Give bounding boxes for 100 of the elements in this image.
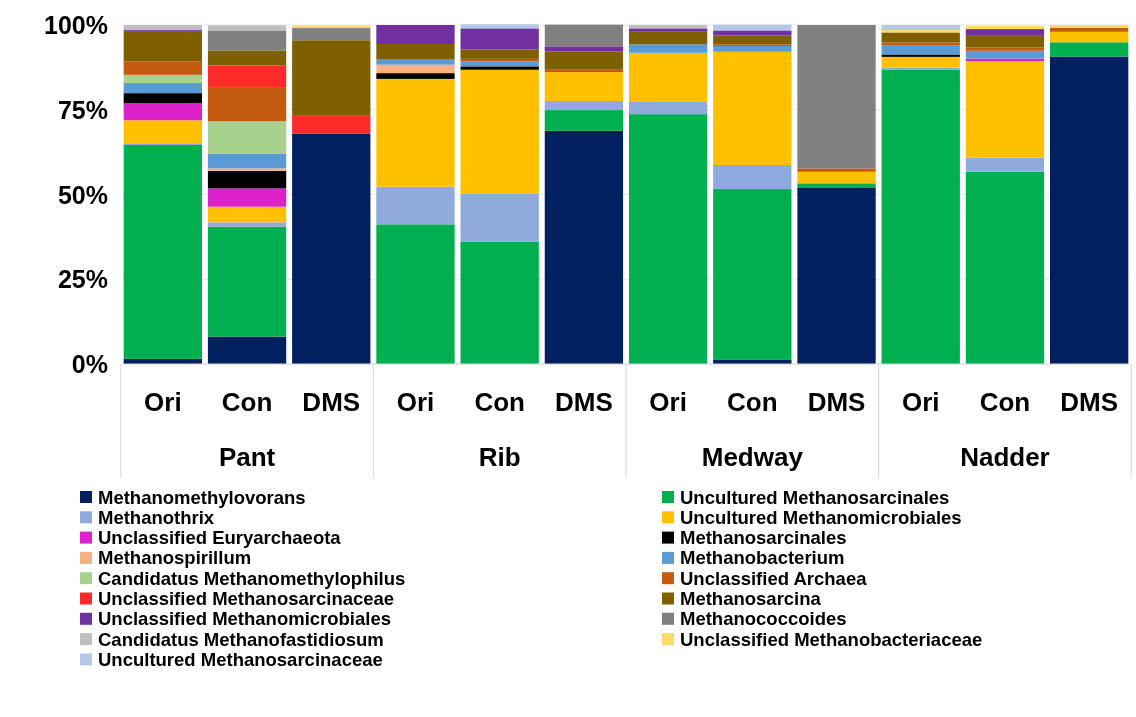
x-tick-label: Con <box>979 387 1031 417</box>
bar <box>123 82 202 94</box>
bar <box>207 30 287 51</box>
bar <box>965 61 1045 158</box>
bar <box>376 59 455 65</box>
x-tick-label: Ori <box>396 387 435 417</box>
bar <box>1050 42 1129 57</box>
legend-label: Unclassified Methanosarcinaceae <box>98 588 395 609</box>
legend-label: Uncultured Methanosarcinales <box>680 486 950 508</box>
bar <box>207 226 287 337</box>
bar <box>460 28 539 50</box>
bar <box>713 165 792 190</box>
bar <box>965 171 1045 364</box>
bar <box>544 51 624 70</box>
bar <box>797 187 876 364</box>
bar <box>797 25 876 169</box>
bar <box>713 51 792 166</box>
bar <box>292 28 371 41</box>
bar <box>881 54 960 57</box>
legend-label: Uncultured Methanosarcinaceae <box>98 648 383 670</box>
bar <box>628 101 708 115</box>
bar <box>123 120 202 144</box>
bar <box>207 121 287 154</box>
bar <box>881 69 960 364</box>
bar <box>628 114 708 364</box>
bar <box>544 24 624 47</box>
legend-label: Methanospirillum <box>98 547 252 569</box>
bar <box>460 61 539 67</box>
bar <box>965 157 1045 172</box>
bar <box>713 46 792 52</box>
bar <box>881 25 960 31</box>
bar <box>881 32 960 43</box>
bar <box>376 78 455 187</box>
legend-label: Uncultured Methanomicrobiales <box>680 506 962 528</box>
bar <box>881 56 960 68</box>
bar <box>123 61 202 75</box>
bar <box>123 25 202 31</box>
bar <box>965 35 1045 48</box>
bar <box>460 69 539 194</box>
bar <box>207 222 287 227</box>
y-tick-label: 50% <box>57 180 108 209</box>
text: Rib <box>478 442 521 472</box>
bar <box>207 87 287 122</box>
bar <box>797 168 876 172</box>
bar <box>207 336 287 364</box>
bar <box>207 168 287 171</box>
legend-label: Unclassified Archaea <box>680 567 868 589</box>
bar <box>207 153 287 169</box>
bar <box>123 145 202 359</box>
x-tick-label: DMS <box>302 387 361 417</box>
bar <box>292 115 371 134</box>
bar <box>628 31 708 45</box>
bar <box>376 43 455 60</box>
legend-label: Methanosarcinales <box>680 527 847 549</box>
legend-label: Unclassified Euryarchaeota <box>98 527 342 549</box>
bar <box>207 50 287 66</box>
x-tick-label: Ori <box>901 387 940 417</box>
x-tick-label: Con <box>727 387 778 417</box>
bar <box>544 46 624 52</box>
bar <box>123 103 202 121</box>
text: Medway <box>701 442 804 472</box>
bar <box>797 183 876 188</box>
bar <box>207 206 287 223</box>
bar <box>544 130 624 364</box>
bar <box>460 66 539 70</box>
x-tick-label: DMS <box>807 387 866 417</box>
text: Nadder <box>960 442 1050 472</box>
bar <box>544 100 624 111</box>
legend-label: Methanobacterium <box>680 547 845 569</box>
x-tick-label: Ori <box>144 387 182 417</box>
bar <box>965 47 1045 51</box>
legend-label: Methanothrix <box>98 506 215 528</box>
bar <box>965 50 1045 59</box>
bar <box>1050 25 1129 28</box>
bar <box>460 193 539 242</box>
bar <box>460 241 539 364</box>
bar <box>965 29 1045 36</box>
x-tick-label: DMS <box>555 387 613 417</box>
y-tick-label: 25% <box>57 265 108 294</box>
bar <box>376 186 455 225</box>
bar <box>292 40 371 116</box>
text: Pant <box>218 442 276 472</box>
bar <box>713 30 792 36</box>
bar <box>1050 31 1129 43</box>
bar <box>123 74 202 83</box>
bar <box>460 24 539 29</box>
bar <box>1050 27 1129 32</box>
bar <box>207 65 287 88</box>
bar <box>292 133 371 364</box>
bar <box>376 73 455 79</box>
y-tick-label: 75% <box>57 95 108 124</box>
bar <box>376 64 455 74</box>
bar <box>1050 56 1129 364</box>
x-tick-label: Ori <box>649 387 687 417</box>
legend-label: Methanomethylovorans <box>98 486 306 508</box>
bar <box>207 170 287 189</box>
legend-label: Candidatus Methanofastidiosum <box>98 628 384 650</box>
bar <box>628 52 708 102</box>
legend-label: Unclassified Methanobacteriaceae <box>680 628 983 650</box>
x-tick-label: DMS <box>1060 387 1119 417</box>
